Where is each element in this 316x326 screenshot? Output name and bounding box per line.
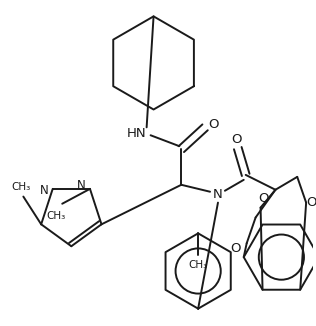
Text: O: O xyxy=(306,196,316,209)
Text: CH₃: CH₃ xyxy=(12,182,31,192)
Text: N: N xyxy=(40,184,48,197)
Text: O: O xyxy=(232,133,242,146)
Text: N: N xyxy=(213,188,223,201)
Text: CH₃: CH₃ xyxy=(47,211,66,221)
Text: CH₃: CH₃ xyxy=(189,260,208,270)
Text: O: O xyxy=(208,118,218,131)
Text: HN: HN xyxy=(127,127,147,140)
Text: O: O xyxy=(258,192,269,205)
Text: O: O xyxy=(231,242,241,255)
Text: N: N xyxy=(77,179,85,192)
